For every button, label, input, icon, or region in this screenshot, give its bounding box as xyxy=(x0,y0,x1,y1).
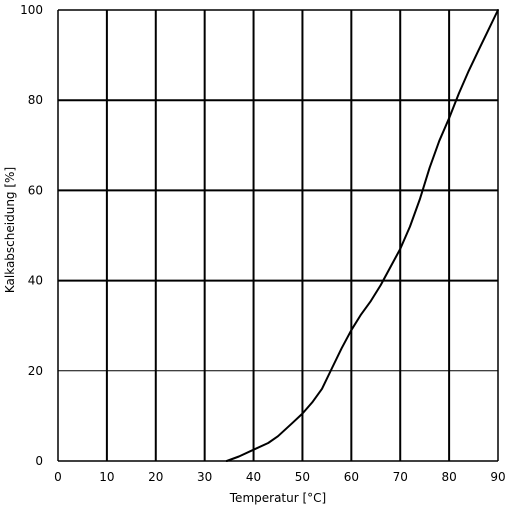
y-tick-label: 0 xyxy=(35,454,43,468)
x-tick-label: 50 xyxy=(295,470,310,484)
x-tick-label: 10 xyxy=(99,470,114,484)
x-tick-label: 0 xyxy=(54,470,62,484)
y-tick-label: 100 xyxy=(20,3,43,17)
x-tick-label: 30 xyxy=(197,470,212,484)
x-tick-labels: 0 10 20 30 40 50 60 70 80 90 xyxy=(54,470,505,484)
x-tick-label: 80 xyxy=(441,470,456,484)
x-tick-label: 20 xyxy=(148,470,163,484)
y-tick-label: 40 xyxy=(28,274,43,288)
series-layer xyxy=(225,9,499,462)
x-tick-label: 60 xyxy=(344,470,359,484)
y-tick-labels: 0 20 40 60 80 100 xyxy=(20,3,43,468)
y-tick-label: 60 xyxy=(28,183,43,197)
x-tick-label: 70 xyxy=(393,470,408,484)
series-line xyxy=(225,9,499,462)
y-tick-label: 20 xyxy=(28,364,43,378)
x-tick-label: 90 xyxy=(490,470,505,484)
y-axis-label: Kalkabscheidung [%] xyxy=(3,167,17,293)
y-tick-label: 80 xyxy=(28,93,43,107)
x-tick-label: 40 xyxy=(246,470,261,484)
x-axis-label: Temperatur [°C] xyxy=(229,491,326,505)
grid xyxy=(57,9,499,462)
